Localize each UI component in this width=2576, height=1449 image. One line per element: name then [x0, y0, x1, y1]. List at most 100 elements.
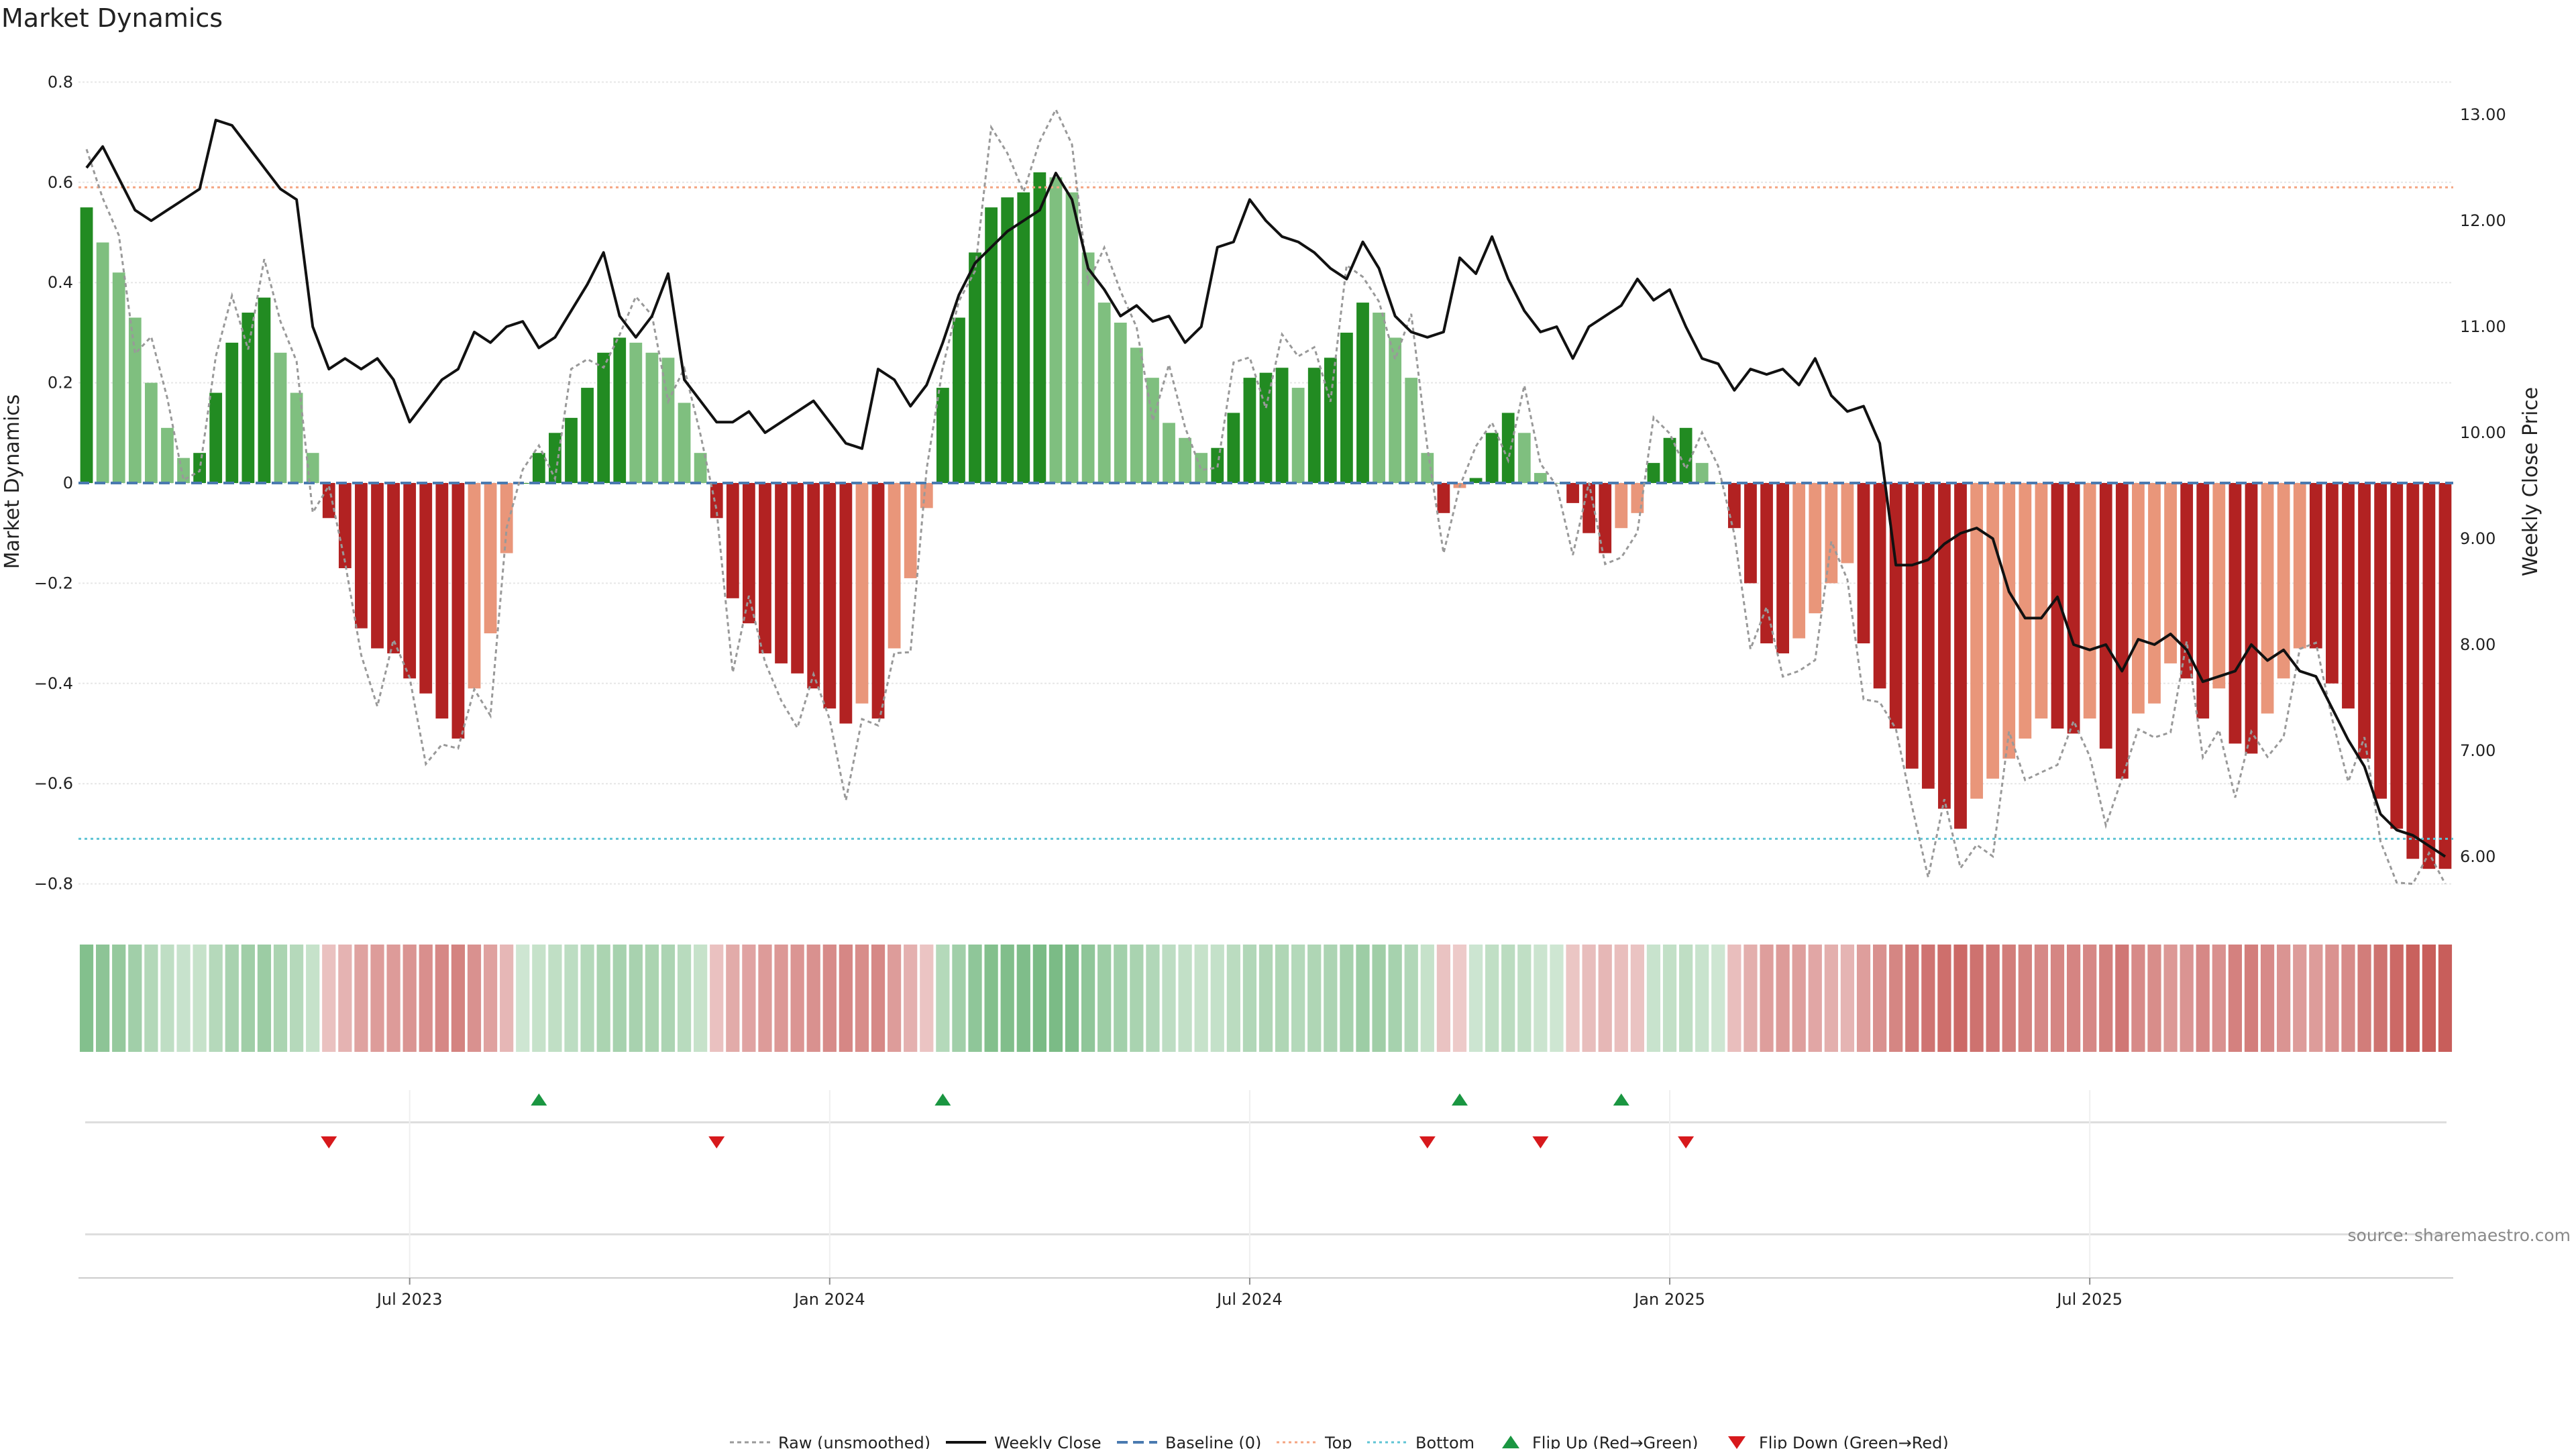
strip-cell [596, 945, 610, 1052]
legend-flip-down-label: Flip Down (Green→Red) [1759, 1434, 1949, 1449]
strip-cell [2293, 945, 2307, 1052]
bar [1727, 483, 1741, 529]
bar [2358, 483, 2371, 759]
strip-cell [451, 945, 466, 1052]
strip-cell [225, 945, 239, 1052]
strip-cell [1081, 945, 1095, 1052]
bar [678, 402, 691, 483]
strip-cell [1485, 945, 1499, 1052]
strip-cell [2050, 945, 2065, 1052]
strip-cell [193, 945, 207, 1052]
bar [2019, 483, 2032, 739]
bar [1275, 368, 1289, 483]
bar [791, 483, 804, 674]
bar [144, 382, 158, 483]
bar [1744, 483, 1757, 584]
strip-cell [1420, 945, 1434, 1052]
bar [1065, 192, 1079, 483]
bar [775, 483, 788, 663]
bar [1081, 252, 1095, 483]
strip-cell [2099, 945, 2113, 1052]
bar [403, 483, 417, 679]
bar [2406, 483, 2420, 859]
strip-cell [1646, 945, 1661, 1052]
strip-cell [1824, 945, 1838, 1052]
strip-cell [2034, 945, 2049, 1052]
strip-cell [1436, 945, 1451, 1052]
weekly-close-line [85, 119, 2447, 858]
bar [1857, 483, 1870, 644]
strip-cell [1210, 945, 1224, 1052]
y-tick-label-right: 7.00 [2460, 741, 2496, 760]
strip-cell [273, 945, 288, 1052]
bar [2180, 483, 2194, 679]
bar [920, 483, 933, 508]
strip-cell [710, 945, 724, 1052]
bar [1760, 483, 1773, 644]
bar [1001, 197, 1014, 483]
strip-cell [2212, 945, 2226, 1052]
bar [1905, 483, 1919, 769]
strip-cell [1065, 945, 1079, 1052]
source-credit: source: sharemaestro.com [2348, 1226, 2571, 1245]
strip-cell [160, 945, 174, 1052]
bar [355, 483, 368, 629]
strip-cell [1808, 945, 1822, 1052]
bar [1873, 483, 1886, 689]
strip-cell [2196, 945, 2210, 1052]
strip-cell [1986, 945, 2000, 1052]
bar [1243, 378, 1256, 483]
strip-cell [694, 945, 708, 1052]
right-y-axis: 13.00 12.00 11.00 10.00 9.00 8.00 7.00 6.00 [2460, 105, 2506, 866]
bar [2293, 483, 2306, 649]
y-tick-label-left: −0.4 [34, 674, 73, 693]
bar [661, 358, 675, 483]
bar [2196, 483, 2210, 719]
bar [1114, 322, 1127, 483]
legend-flip-up-marker [1502, 1436, 1519, 1448]
strip-cell [1905, 945, 1919, 1052]
strip-cell [2406, 945, 2420, 1052]
bar [290, 392, 303, 483]
bar [1437, 483, 1450, 513]
bar [904, 483, 917, 578]
flip-up-marker [934, 1093, 951, 1106]
strip-cell [176, 945, 191, 1052]
x-tick-label: Jan 2024 [793, 1290, 865, 1309]
strip-cell [936, 945, 950, 1052]
strip-cell [2422, 945, 2436, 1052]
strip-cell [1856, 945, 1871, 1052]
bar [80, 207, 93, 483]
strip-cell [2018, 945, 2032, 1052]
strip-cell [1517, 945, 1532, 1052]
legend-baseline-label: Baseline (0) [1165, 1434, 1261, 1449]
strip-cell [580, 945, 594, 1052]
bar [1501, 413, 1515, 483]
x-tick-label: Jul 2023 [376, 1290, 443, 1309]
strip-cell [1146, 945, 1160, 1052]
strip-cell [2357, 945, 2371, 1052]
flip-up-marker [1613, 1093, 1629, 1106]
bar [1356, 303, 1369, 483]
bar [2212, 483, 2226, 689]
y-tick-label-left: 0.4 [48, 273, 73, 292]
strip-cell [2002, 945, 2016, 1052]
strip-cell [1776, 945, 1790, 1052]
bar [1373, 313, 1385, 483]
bars-layer [80, 172, 2452, 869]
strip-cell [1889, 945, 1903, 1052]
bar [2083, 483, 2096, 719]
flip-down-marker [1419, 1136, 1436, 1148]
bar [2067, 483, 2080, 734]
bar [1179, 437, 1191, 483]
legend: Raw (unsmoothed) Weekly Close Baseline (… [730, 1434, 1949, 1449]
strip-cell [1404, 945, 1418, 1052]
bar [451, 483, 465, 739]
bar [645, 352, 659, 483]
bar [2132, 483, 2145, 714]
bar [193, 453, 207, 483]
chart-title: Market Dynamics [1, 3, 223, 33]
strip-cell [483, 945, 498, 1052]
bar [1146, 378, 1159, 483]
strip-cell [1760, 945, 1774, 1052]
